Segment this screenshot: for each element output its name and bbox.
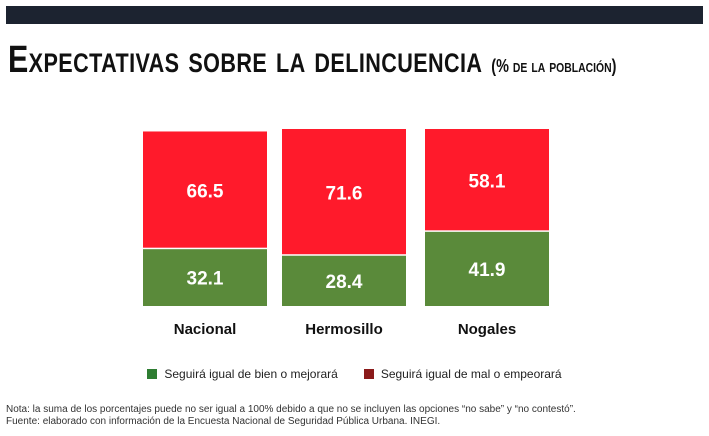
data-label-peor-nacional: 66.5 [187,181,224,202]
note-text: Nota: la suma de los porcentajes puede n… [6,404,576,415]
header-bar [6,6,703,24]
bar-mejor-hermosillo [282,255,406,306]
legend: Seguirá igual de bien o mejorará Seguirá… [0,364,709,384]
category-label-nacional: Nacional [174,321,237,338]
chart-title: Expectativas sobre la delincuencia (% de… [8,30,616,96]
legend-item-mejor: Seguirá igual de bien o mejorará [147,367,338,381]
bar-mejor-nacional [143,249,267,306]
category-label-nogales: Nogales [458,321,516,338]
legend-swatch-peor [363,369,374,379]
chart-title-text: Expectativas sobre la delincuencia [8,39,483,81]
data-label-peor-hermosillo: 71.6 [326,183,363,204]
footnotes: Nota: la suma de los porcentajes puede n… [6,404,706,428]
legend-label-mejor: Seguirá igual de bien o mejorará [164,367,338,381]
legend-label-peor: Seguirá igual de mal o empeorará [380,367,562,381]
legend-item-peor: Seguirá igual de mal o empeorará [363,367,562,381]
data-label-mejor-nogales: 41.9 [469,260,506,281]
data-label-mejor-hermosillo: 28.4 [326,272,363,293]
data-label-peor-nogales: 58.1 [469,171,506,192]
bar-peor-hermosillo [282,129,406,255]
bar-peor-nacional [143,131,267,248]
category-label-hermosillo: Hermosillo [305,321,383,338]
source-text: Fuente: elaborado con información de la … [6,416,441,427]
data-label-mejor-nacional: 32.1 [187,269,224,290]
chart-subtitle: (% de la población) [491,56,617,76]
bar-mejor-nogales [425,231,549,306]
chart-title-block: Expectativas sobre la delincuencia (% de… [8,30,708,90]
legend-swatch-mejor [147,369,158,379]
bar-peor-nogales [425,129,549,231]
